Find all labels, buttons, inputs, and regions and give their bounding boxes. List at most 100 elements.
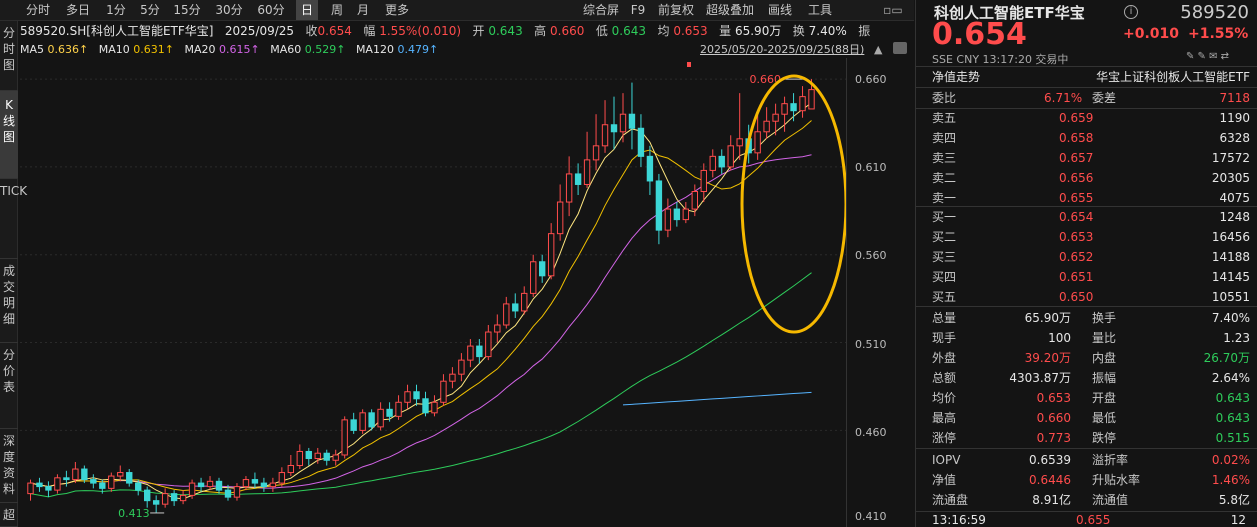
nav-row: 净值走势 华宝上证科创板人工智能ETF	[916, 67, 1257, 87]
candle-body	[700, 169, 707, 192]
candle-body	[81, 468, 88, 481]
stat-label: 流通值	[1092, 493, 1129, 507]
ask-price: 0.657	[1059, 151, 1094, 165]
kline-chart[interactable]: 0.660 0.413	[20, 58, 846, 527]
ma20-value: 0.615↑	[218, 43, 260, 56]
left-view-tabs: 分时图 K线图 TICK 成交明细 分价表 深度资料 超	[0, 21, 27, 527]
candle-body	[494, 324, 501, 333]
divider	[916, 108, 1257, 109]
low-label: 低	[595, 24, 608, 38]
stats-row: 最高 0.660 最低 0.643	[916, 408, 1257, 428]
f9-button[interactable]: F9	[630, 3, 646, 17]
stats-row: 涨停 0.773 跌停 0.515	[916, 428, 1257, 448]
collapse-up-icon[interactable]: ▲	[874, 43, 883, 56]
candle-body	[296, 450, 304, 467]
tab-more[interactable]: 超	[0, 503, 18, 527]
stat-value: 8.91亿	[1032, 493, 1071, 507]
draw-line-button[interactable]: 画线	[767, 3, 792, 17]
period-intraday[interactable]: 分时	[25, 3, 50, 17]
period-month[interactable]: 月	[356, 3, 369, 17]
stat-label: 涨停	[932, 431, 957, 445]
period-toolbar: 分时 多日 1分 5分 15分 30分 60分 日 周 月 更多 综合屏 F9 …	[0, 0, 914, 21]
candle-body	[556, 201, 564, 235]
wp-icon[interactable]	[893, 42, 907, 54]
stat-value: 0.773	[1036, 431, 1071, 445]
stat-label: 总额	[932, 371, 957, 385]
ma60-label: MA60	[270, 43, 302, 56]
period-15min[interactable]: 15分	[173, 3, 201, 17]
price-change: +0.010	[1123, 26, 1180, 42]
y-tick: 0.460	[855, 426, 887, 439]
divider	[916, 66, 1257, 67]
fund-stats-row: IOPV 0.6539 溢折率 0.02%	[916, 450, 1257, 470]
bid-volume: 10551	[1211, 290, 1250, 304]
avg-label: 均	[657, 24, 670, 38]
candle-body	[99, 482, 106, 489]
y-tick: 0.560	[855, 249, 887, 262]
period-30min[interactable]: 30分	[215, 3, 243, 17]
tab-intraday[interactable]: 分时图	[0, 21, 18, 91]
period-5min[interactable]: 5分	[140, 3, 160, 17]
stat-value: 0.643	[1215, 411, 1250, 425]
candle-body	[664, 208, 672, 231]
period-60min[interactable]: 60分	[257, 3, 285, 17]
candle-body	[404, 391, 411, 403]
period-1min[interactable]: 1分	[106, 3, 126, 17]
period-more[interactable]: 更多	[384, 3, 409, 17]
bid-price: 0.650	[1059, 290, 1094, 304]
period-multiday[interactable]: 多日	[65, 3, 90, 17]
panel-tool-icons[interactable]: ✎ ✎ ✉ ⇄	[1186, 51, 1230, 62]
bid-level-label: 买一	[932, 210, 957, 224]
candle-body	[197, 482, 205, 488]
restore-icon[interactable]: ▫▭	[883, 3, 903, 17]
fund-stats-row: 净值 0.6446 升贴水率 1.46%	[916, 470, 1257, 490]
candle-body	[485, 331, 492, 358]
stat-label: 升贴水率	[1092, 473, 1141, 487]
period-week[interactable]: 周	[330, 3, 343, 17]
quote-info-line: 589520.SH[科创人工智能ETF华宝] 2025/09/25 收0.654…	[20, 21, 870, 41]
wc-value: 7118	[1219, 91, 1250, 105]
tools-button[interactable]: 工具	[807, 3, 832, 17]
stat-label: 流通盘	[932, 493, 969, 507]
ex-label: 振	[858, 24, 871, 38]
candle-body	[314, 452, 321, 459]
candle-body	[718, 155, 725, 168]
fund-title: 科创人工智能ETF华宝	[934, 4, 1085, 22]
nav-trend-link[interactable]: 净值走势	[932, 70, 981, 84]
current-price: 0.654	[932, 17, 1027, 52]
stats-row: 总量 65.90万 换手 7.40%	[916, 308, 1257, 328]
ask-price: 0.658	[1059, 131, 1094, 145]
tab-transactions[interactable]: 成交明细	[0, 259, 18, 343]
stat-value: 5.8亿	[1218, 493, 1250, 507]
stat-value: 1.46%	[1211, 473, 1250, 487]
info-icon[interactable]: i	[1124, 5, 1138, 19]
candle-body	[287, 465, 295, 474]
tab-depth-info[interactable]: 深度资料	[0, 429, 18, 503]
candle-body	[547, 233, 555, 277]
stats-row: 外盘 39.20万 内盘 26.70万	[916, 348, 1257, 368]
candle-body	[422, 398, 429, 414]
ask-volume: 17572	[1211, 151, 1250, 165]
bid-volume: 14145	[1211, 270, 1250, 284]
candle-body	[54, 477, 61, 491]
quote-panel: 科创人工智能ETF华宝 i 589520 0.654 +0.010 +1.55%…	[915, 0, 1257, 527]
overlay-button[interactable]: 超级叠加	[705, 3, 754, 17]
open-value: 0.643	[488, 24, 523, 38]
tab-price-table[interactable]: 分价表	[0, 343, 18, 429]
tab-tick[interactable]: TICK	[0, 179, 27, 259]
candle-body	[27, 482, 34, 495]
period-day[interactable]: 日	[296, 0, 318, 20]
stats-row: 均价 0.653 开盘 0.643	[916, 388, 1257, 408]
market-status: SSE CNY 13:17:20 交易中	[932, 53, 1069, 66]
stat-label: 净值	[932, 473, 957, 487]
tab-kline[interactable]: K线图	[0, 91, 18, 179]
candle-body	[413, 391, 420, 400]
ask-price: 0.659	[1059, 111, 1094, 125]
tick-volume: 12	[1230, 513, 1246, 527]
fund-stats-row: 流通盘 8.91亿 流通值 5.8亿	[916, 490, 1257, 510]
candle-body	[709, 155, 716, 171]
candle-body	[781, 103, 788, 115]
composite-screen-button[interactable]: 综合屏	[582, 3, 619, 17]
forward-adjust-button[interactable]: 前复权	[657, 3, 694, 17]
candle-body	[673, 208, 681, 221]
